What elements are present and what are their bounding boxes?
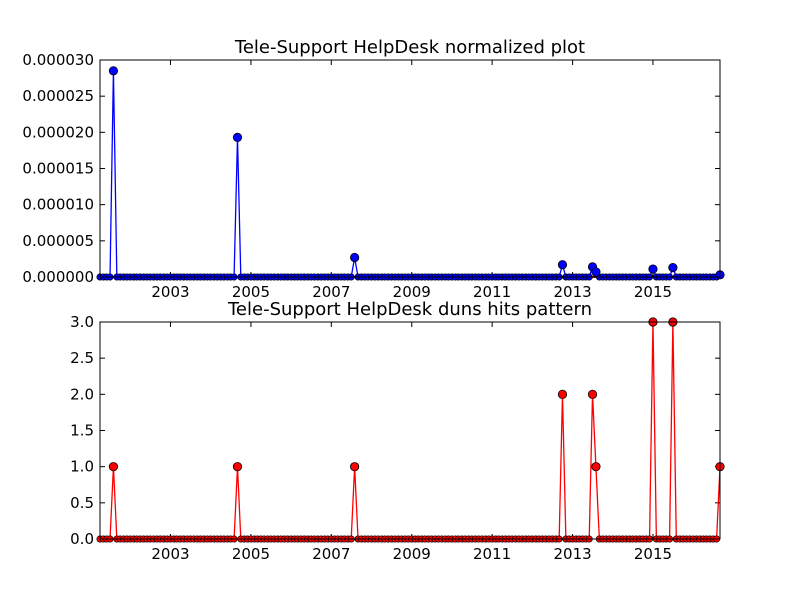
normalized-plot-x-axis: 2003 2005 2007 2009 2011 2013 2015 [151, 60, 672, 301]
duns-hits-x-axis: 2003 2005 2007 2009 2011 2013 2015 [151, 322, 672, 563]
duns-hits-frame [99, 321, 721, 540]
duns-hits-ytick-label: 0.0 [70, 530, 94, 548]
duns-hits-xtick-label: 2003 [151, 545, 189, 563]
normalized-plot-point [668, 262, 678, 273]
normalized-plot-ytick-label: 0.000005 [22, 232, 94, 250]
duns-hits-xtick-label: 2005 [232, 545, 270, 563]
normalized-plot-xtick-label: 2011 [473, 283, 511, 301]
duns-hits-ytick-label: 2.0 [70, 385, 94, 403]
normalized-plot-ytick-label: 0.000015 [22, 160, 94, 178]
duns-hits-point [350, 462, 360, 472]
duns-hits-xtick-label: 2011 [473, 545, 511, 563]
normalized-plot-ytick-label: 0.000010 [22, 196, 94, 214]
duns-hits-ytick-label: 0.5 [70, 494, 94, 512]
normalized-plot-y-axis: 0.000000 0.000005 0.000010 0.000015 0.000020… [22, 51, 720, 286]
normalized-plot-xtick-label: 2007 [312, 283, 350, 301]
duns-hits-title: Tele-Support HelpDesk duns hits pattern [227, 299, 592, 320]
normalized-plot-frame [99, 59, 721, 278]
normalized-plot-xtick-label: 2009 [393, 283, 431, 301]
duns-hits-point [232, 462, 243, 472]
duns-hits-ytick-label: 2.5 [70, 349, 94, 367]
normalized-plot-ytick-label: 0.000020 [22, 123, 94, 141]
normalized-plot-xtick-label: 2003 [151, 283, 189, 301]
normalized-plot-ytick-label: 0.000030 [22, 51, 94, 69]
duns-hits-xtick-label: 2015 [634, 545, 672, 563]
normalized-plot-point [232, 132, 243, 142]
normalized-plot-ytick-label: 0.000025 [22, 87, 94, 105]
duns-hits-xtick-label: 2007 [312, 545, 350, 563]
normalized-plot-point [648, 264, 658, 274]
normalized-plot-point [591, 267, 601, 277]
duns-hits-point [557, 389, 568, 399]
duns-hits-point [108, 462, 119, 472]
duns-hits-point [587, 389, 598, 399]
duns-hits-xtick-label: 2009 [393, 545, 431, 563]
normalized-plot-xtick-label: 2013 [554, 283, 592, 301]
duns-hits-xtick-label: 2013 [554, 545, 592, 563]
duns-hits-ytick-label: 1.5 [70, 422, 94, 440]
duns-hits-point [591, 462, 601, 472]
normalized-plot-point [350, 252, 360, 263]
normalized-plot-point [557, 260, 568, 270]
normalized-plot-ytick-label: 0.000000 [22, 268, 94, 286]
duns-hits-ytick-label: 3.0 [70, 313, 94, 331]
normalized-plot-xtick-label: 2005 [232, 283, 270, 301]
normalized-plot-title: Tele-Support HelpDesk normalized plot [234, 37, 585, 58]
normalized-plot-point [108, 66, 119, 76]
duns-hits-y-axis: 0.0 0.5 1.0 1.5 2.0 2.5 3.0 [70, 313, 720, 548]
duns-hits-chart: Tele-Support HelpDesk duns hits pattern … [70, 299, 725, 563]
normalized-plot-xtick-label: 2015 [634, 283, 672, 301]
normalized-plot-chart: Tele-Support HelpDesk normalized plot 0.… [22, 37, 725, 301]
duns-hits-ytick-label: 1.0 [70, 458, 94, 476]
